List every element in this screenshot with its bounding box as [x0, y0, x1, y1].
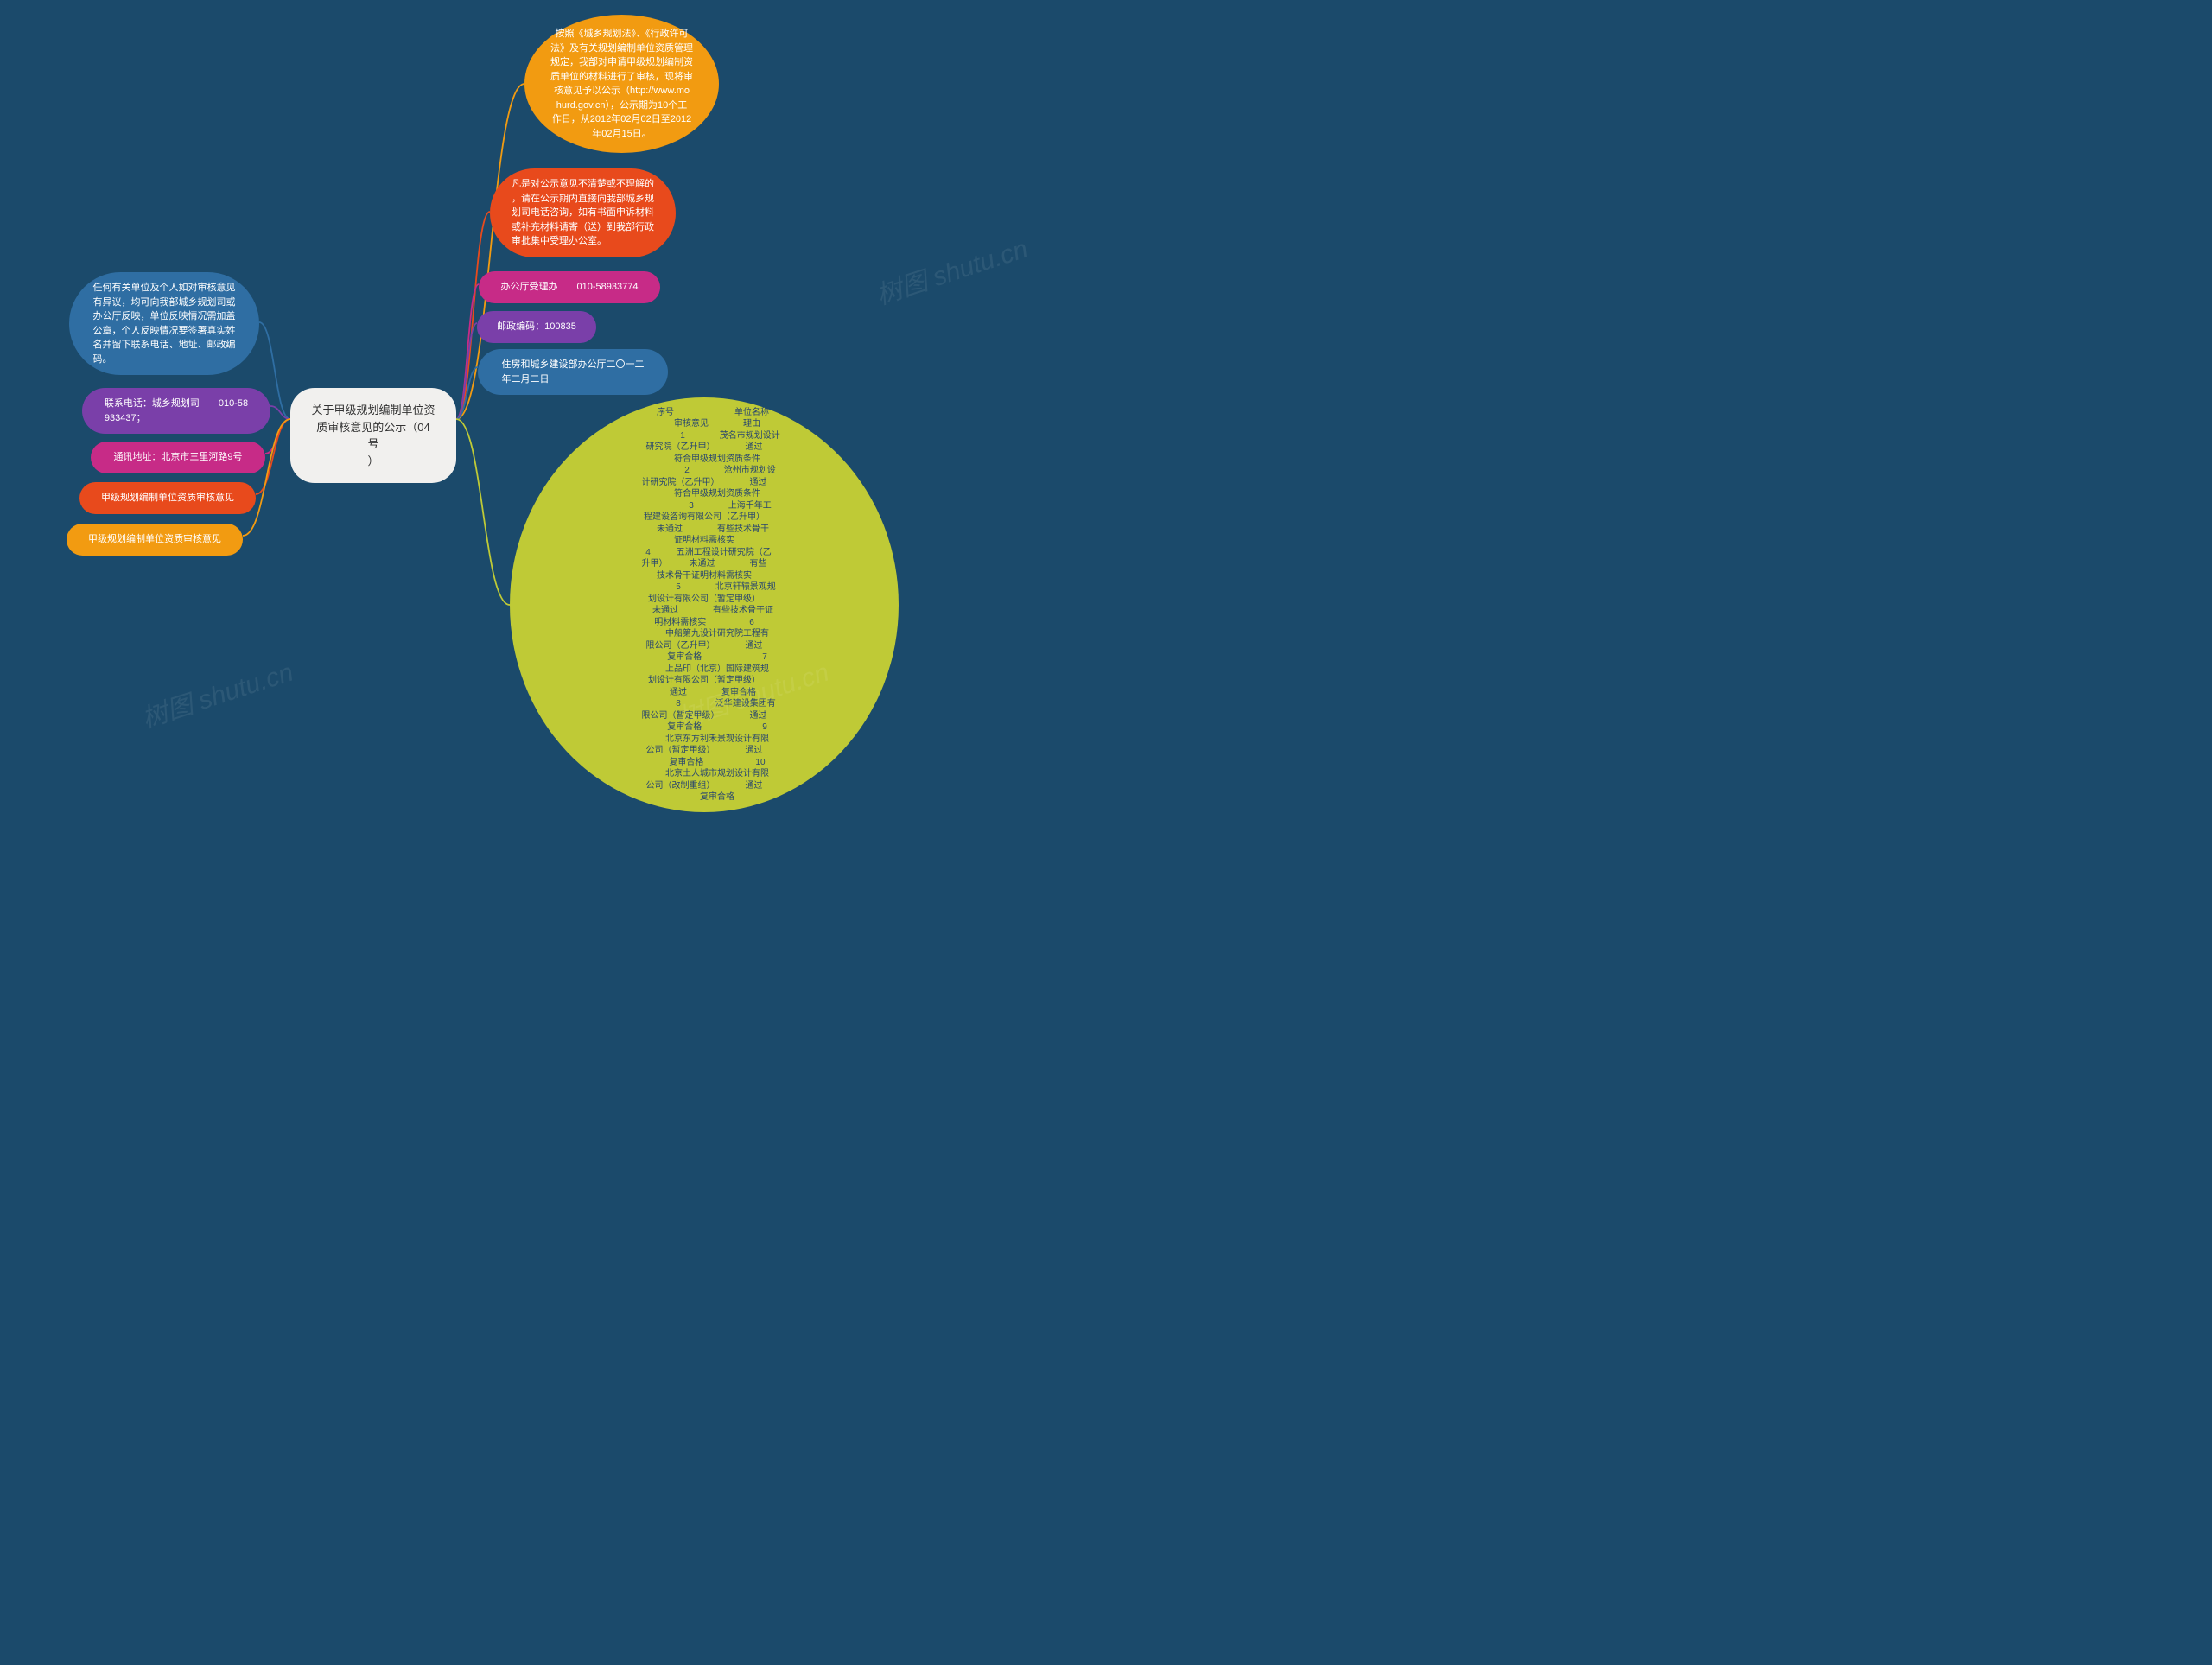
node-l2[interactable]: 联系电话：城乡规划司 010-58933437；	[82, 388, 270, 434]
node-l5[interactable]: 甲级规划编制单位资质审核意见	[67, 524, 243, 556]
node-l3[interactable]: 通讯地址：北京市三里河路9号	[91, 442, 265, 473]
node-n5[interactable]: 住房和城乡建设部办公厅二〇一二年二月二日	[478, 349, 668, 395]
node-n3[interactable]: 办公厅受理办 010-58933774	[479, 271, 660, 303]
center-node[interactable]: 关于甲级规划编制单位资质审核意见的公示（04号）	[290, 388, 456, 483]
watermark: 树图 shutu.cn	[871, 227, 1032, 312]
node-n1[interactable]: 按照《城乡规划法》、《行政许可法》及有关规划编制单位资质管理规定，我部对申请甲级…	[524, 15, 719, 153]
watermark: 树图 shutu.cn	[137, 651, 297, 735]
node-n6[interactable]: 序号 单位名称 审核意见 理由 1 茂名市规划设计研究院（乙升甲） 通过 符合甲…	[510, 397, 899, 812]
node-l1[interactable]: 任何有关单位及个人如对审核意见有异议，均可向我部城乡规划司或办公厅反映，单位反映…	[69, 272, 259, 375]
node-l4[interactable]: 甲级规划编制单位资质审核意见	[79, 482, 256, 514]
node-n2[interactable]: 凡是对公示意见不清楚或不理解的，请在公示期内直接向我部城乡规划司电话咨询，如有书…	[490, 168, 676, 257]
node-n4[interactable]: 邮政编码：100835	[477, 311, 596, 343]
